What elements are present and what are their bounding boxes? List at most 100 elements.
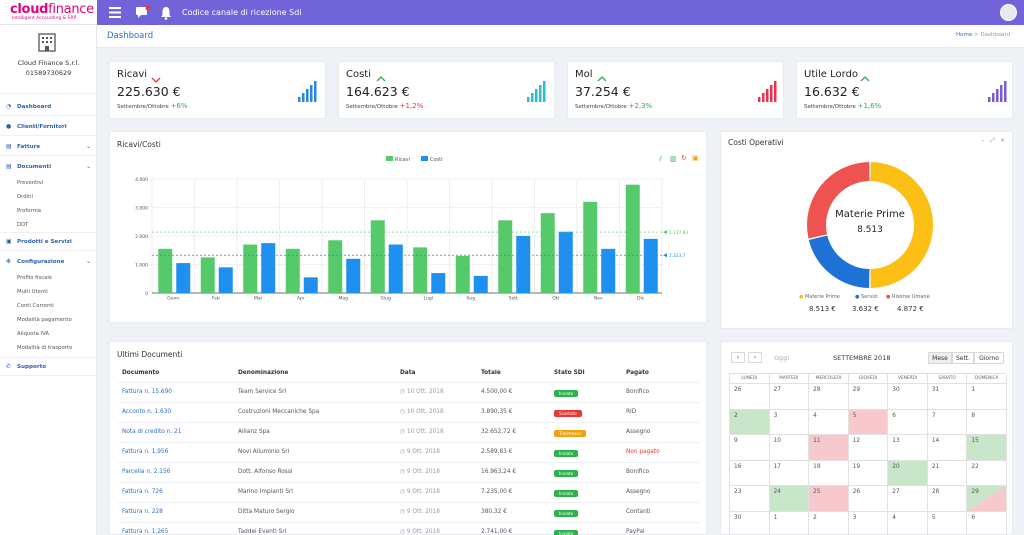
bar-ricavi[interactable]: [625, 184, 640, 293]
bar-ricavi[interactable]: [498, 220, 513, 293]
sidebar-sub-ddt[interactable]: DDT: [17, 222, 29, 228]
sidebar-sub-modalita-pagamento[interactable]: Modalità pagamento: [17, 317, 72, 323]
chevron-down-icon[interactable]: ⌄: [86, 143, 92, 150]
document-link[interactable]: Nota di credito n. 21: [122, 429, 182, 435]
column-header[interactable]: Pagato: [626, 370, 649, 376]
calendar-day[interactable]: 29: [848, 384, 889, 410]
column-header[interactable]: Totale: [481, 370, 501, 376]
line-chart-icon[interactable]: ⫽: [659, 155, 663, 163]
calendar-day[interactable]: 1: [770, 511, 810, 535]
bar-ricavi[interactable]: [413, 247, 428, 293]
bar-costi[interactable]: [176, 263, 191, 293]
calendar-day[interactable]: 10: [769, 435, 810, 461]
kpi-card-costi[interactable]: Costi 164.623 € Settembre/Ottobre +1,2%: [338, 61, 555, 119]
calendar-day[interactable]: 24: [769, 486, 810, 512]
calendar-day[interactable]: 27: [769, 384, 810, 410]
legend-servizi[interactable]: ● Servizi: [855, 294, 878, 300]
document-link[interactable]: Fattura n. 726: [122, 489, 163, 495]
calendar-day[interactable]: 3: [769, 409, 810, 435]
bar-chart-icon[interactable]: ▥: [670, 155, 677, 163]
calendar-day[interactable]: 17: [769, 460, 810, 486]
calendar-day[interactable]: 2: [730, 409, 770, 435]
calendar-day[interactable]: 25: [809, 486, 849, 512]
column-header[interactable]: Stato SDi: [554, 370, 585, 376]
sidebar-item-clienti[interactable]: ● Clienti/Fornitori: [6, 121, 67, 133]
bar-costi[interactable]: [388, 244, 403, 293]
calendar-prev-button[interactable]: ‹: [731, 352, 745, 363]
sidebar-sub-ordini[interactable]: Ordini: [17, 194, 33, 200]
calendar-day[interactable]: 4: [809, 409, 849, 435]
column-header[interactable]: Denominazione: [238, 370, 289, 376]
calendar-day[interactable]: 26: [730, 384, 770, 410]
calendar-day[interactable]: 22: [967, 460, 1007, 486]
bar-costi[interactable]: [303, 277, 318, 293]
user-avatar[interactable]: [1000, 4, 1017, 21]
sdi-channel-link[interactable]: Codice canale di ricezione Sdi: [182, 8, 302, 17]
bar-costi[interactable]: [218, 267, 233, 293]
bar-costi[interactable]: [516, 236, 531, 293]
column-header[interactable]: Data: [400, 370, 416, 376]
bar-costi[interactable]: [601, 248, 616, 293]
document-link[interactable]: Acconto n. 1.630: [122, 409, 172, 415]
sidebar-item-fatture[interactable]: ▤ Fatture: [6, 141, 40, 153]
logo[interactable]: cloudfinance Intelligent Accounting & ER…: [0, 0, 97, 25]
expand-icon[interactable]: ⤢: [990, 137, 995, 144]
bar-costi[interactable]: [473, 275, 488, 293]
document-link[interactable]: Fattura n. 15.690: [122, 389, 172, 395]
calendar-day[interactable]: 15: [967, 435, 1007, 461]
calendar-day[interactable]: 18: [809, 460, 849, 486]
calendar-day[interactable]: 30: [888, 384, 928, 410]
legend-risorse-umane[interactable]: ● Risorse Umane: [886, 294, 930, 300]
calendar-day[interactable]: 5: [928, 511, 968, 535]
sidebar-sub-preventivi[interactable]: Preventivi: [17, 180, 44, 186]
column-header[interactable]: Documento: [122, 370, 160, 376]
calendar-view-month[interactable]: Mese: [928, 352, 952, 364]
legend-materie-prime[interactable]: ● Materie Prime: [799, 294, 840, 300]
sidebar-item-configurazione[interactable]: ✻ Configurazione: [6, 256, 64, 268]
bar-costi[interactable]: [643, 238, 658, 293]
document-link[interactable]: Fattura n. 1.956: [122, 449, 169, 455]
calendar-day[interactable]: 4: [888, 511, 928, 535]
calendar-day[interactable]: 29: [967, 486, 1007, 512]
sidebar-sub-proforma[interactable]: Proforma: [17, 208, 41, 214]
bar-costi[interactable]: [346, 258, 361, 293]
calendar-day[interactable]: 6: [888, 409, 928, 435]
calendar-day[interactable]: 16: [730, 460, 770, 486]
calendar-day[interactable]: 27: [888, 486, 928, 512]
calendar-day[interactable]: 5: [848, 409, 889, 435]
sidebar-sub-modalita-trasporto[interactable]: Modalità di trasporto: [17, 345, 73, 351]
calendar-today-button[interactable]: Oggi: [774, 354, 790, 362]
bar-costi[interactable]: [558, 231, 573, 293]
chat-notification-icon[interactable]: [135, 0, 151, 34]
sidebar-sub-multi-utenti[interactable]: Multi Utenti: [17, 289, 48, 295]
calendar-day[interactable]: 30: [730, 511, 770, 535]
kpi-card-utile-lordo[interactable]: Utile Lordo 16.632 € Settembre/Ottobre +…: [796, 61, 1013, 119]
chevron-down-icon[interactable]: ⌄: [86, 163, 92, 170]
bar-ricavi[interactable]: [243, 244, 258, 293]
close-icon[interactable]: ✕: [1000, 137, 1006, 144]
document-link[interactable]: Fattura n. 228: [122, 509, 163, 515]
calendar-day[interactable]: 9: [730, 435, 770, 461]
sidebar-sub-aliquota-iva[interactable]: Aliquota IVA: [17, 331, 50, 337]
bar-ricavi[interactable]: [540, 213, 555, 293]
calendar-day[interactable]: 28: [927, 486, 968, 512]
calendar-day[interactable]: 19: [848, 460, 889, 486]
document-link[interactable]: Parcella n. 2.156: [122, 469, 171, 475]
calendar-day[interactable]: 26: [848, 486, 889, 512]
calendar-day[interactable]: 20: [888, 460, 928, 486]
calendar-day[interactable]: 11: [809, 435, 849, 461]
bar-ricavi[interactable]: [370, 220, 385, 293]
bar-ricavi[interactable]: [285, 248, 300, 293]
sidebar-sub-profilo-fiscale[interactable]: Profilo fiscale: [17, 275, 53, 281]
refresh-icon[interactable]: ↻: [681, 154, 687, 162]
calendar-day[interactable]: 6: [967, 511, 1007, 535]
chevron-down-icon[interactable]: ⌄: [86, 258, 92, 265]
sidebar-item-documenti[interactable]: ▤ Documenti: [6, 161, 51, 173]
calendar-view-week[interactable]: Sett.: [952, 352, 974, 364]
sidebar-sub-conti-correnti[interactable]: Conti Correnti: [17, 303, 54, 309]
calendar-day[interactable]: 31: [927, 384, 968, 410]
donut-slice[interactable]: [870, 162, 934, 288]
calendar-day[interactable]: 1: [967, 384, 1007, 410]
calendar-day[interactable]: 12: [848, 435, 889, 461]
bar-costi[interactable]: [261, 243, 276, 293]
